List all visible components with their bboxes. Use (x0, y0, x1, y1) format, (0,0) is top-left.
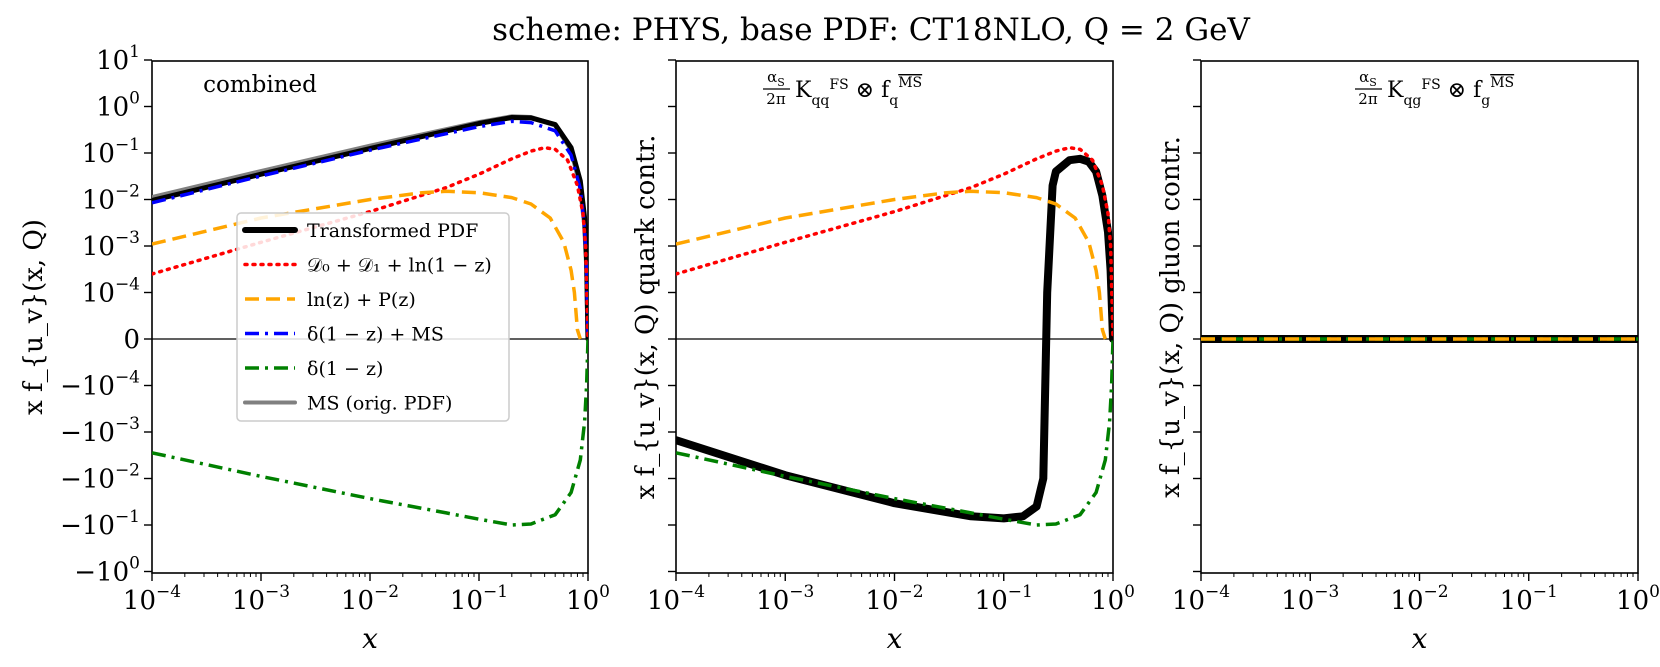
x-tick-label: 100 (1091, 582, 1135, 616)
x-tick-label: 10−4 (647, 582, 705, 616)
series-line-1-z-ms (152, 119, 588, 340)
y-tick-label: −10−3 (60, 414, 140, 448)
series-line-1-z (152, 338, 588, 527)
panel-quark-contribution: αS 2π KqqFS ⊗ fqMS 10−4 10−3 10−2 10−1 100 x x… (631, 59, 1135, 655)
legend-label: ln(z) + P(z) (307, 289, 416, 311)
y-axis-label: x f_{u_v}(x, Q) quark contr. (631, 135, 661, 500)
panel-title-gluon: αS 2π KqgFS ⊗ fgMS (1355, 68, 1514, 109)
legend-label: Transformed PDF (307, 220, 478, 242)
x-tick-label: 100 (1616, 582, 1660, 616)
x-tick-label: 10−1 (450, 582, 508, 616)
x-tick-label: 10−2 (1390, 582, 1448, 616)
y-tick-label: −100 (74, 554, 140, 588)
y-tick-label: 100 (96, 89, 140, 123)
y-tick-label: 10−2 (82, 182, 140, 216)
y-tick-label: 10−4 (82, 275, 140, 309)
series-line-1-z (676, 338, 1113, 527)
fraction-denominator: 2π (1358, 90, 1378, 108)
x-tick-label: 10−2 (865, 582, 923, 616)
legend-label: δ(1 − z) + MS (307, 324, 444, 346)
series-line-ln-1-z (676, 145, 1113, 341)
panel-combined: combined 10−4 10−3 10−2 10−1 100 101 100 10−1 10… (19, 42, 610, 655)
y-tick-label: 10−1 (82, 135, 140, 169)
panel-title-combined: combined (203, 72, 317, 98)
legend: Transformed PDF 𝒟₀ + 𝒟₁ + ln(1 − z) ln(z) … (236, 212, 510, 422)
x-tick-label: 10−4 (1172, 582, 1230, 616)
panel-title-quark: αS 2π KqqFS ⊗ fqMS (763, 68, 922, 109)
x-axis-label: x (887, 622, 903, 655)
x-tick-label: 10−3 (232, 582, 290, 616)
fraction-denominator: 2π (766, 90, 786, 108)
axes-frame (1200, 60, 1639, 574)
kernel-prefactor-text: αS (767, 68, 785, 89)
series-group (152, 114, 588, 527)
series-line-ln-z-p-z (676, 189, 1107, 340)
y-axis-label: x f_{u_v}(x, Q) gluon contr. (1156, 136, 1186, 498)
x-tick-label: 10−4 (123, 582, 181, 616)
legend-label: δ(1 − z) (307, 358, 383, 380)
panel-gluon-contribution: αS 2π KqgFS ⊗ fgMS 10−4 10−3 10−2 10−1 100 x x… (1156, 59, 1660, 655)
y-axis-label: x f_{u_v}(x, Q) (19, 219, 49, 415)
y-tick-label: 101 (96, 42, 140, 76)
x-tick-label: 10−2 (341, 582, 399, 616)
y-tick-label: −10−4 (60, 368, 140, 402)
series-line-ln-1-z (152, 145, 588, 341)
kernel-qg-text: KqgFS ⊗ fgMS (1387, 75, 1514, 109)
y-tick-label: −10−1 (60, 507, 140, 541)
y-tick-label: −10−2 (60, 461, 140, 495)
x-axis-label: x (362, 622, 378, 655)
series-line-ln-z-p-z (152, 189, 582, 340)
x-tick-label: 10−3 (756, 582, 814, 616)
x-axis-label: x (1412, 622, 1428, 655)
legend-box (236, 212, 510, 422)
series-group (676, 145, 1113, 527)
kernel-prefactor-text: αS (1359, 68, 1377, 89)
kernel-qq-text: KqqFS ⊗ fqMS (795, 75, 922, 109)
x-tick-label: 100 (566, 582, 610, 616)
x-tick-label: 10−1 (1500, 582, 1558, 616)
x-tick-label: 10−1 (975, 582, 1033, 616)
figure-title: scheme: PHYS, base PDF: CT18NLO, Q = 2 G… (492, 12, 1250, 48)
y-tick-label: 0 (123, 325, 140, 355)
legend-label: MS (orig. PDF) (307, 393, 452, 415)
y-tick-label: 10−3 (82, 228, 140, 262)
legend-label: 𝒟₀ + 𝒟₁ + ln(1 − z) (307, 255, 492, 277)
series-line-transformed-pdf (676, 154, 1113, 523)
x-tick-label: 10−3 (1281, 582, 1339, 616)
